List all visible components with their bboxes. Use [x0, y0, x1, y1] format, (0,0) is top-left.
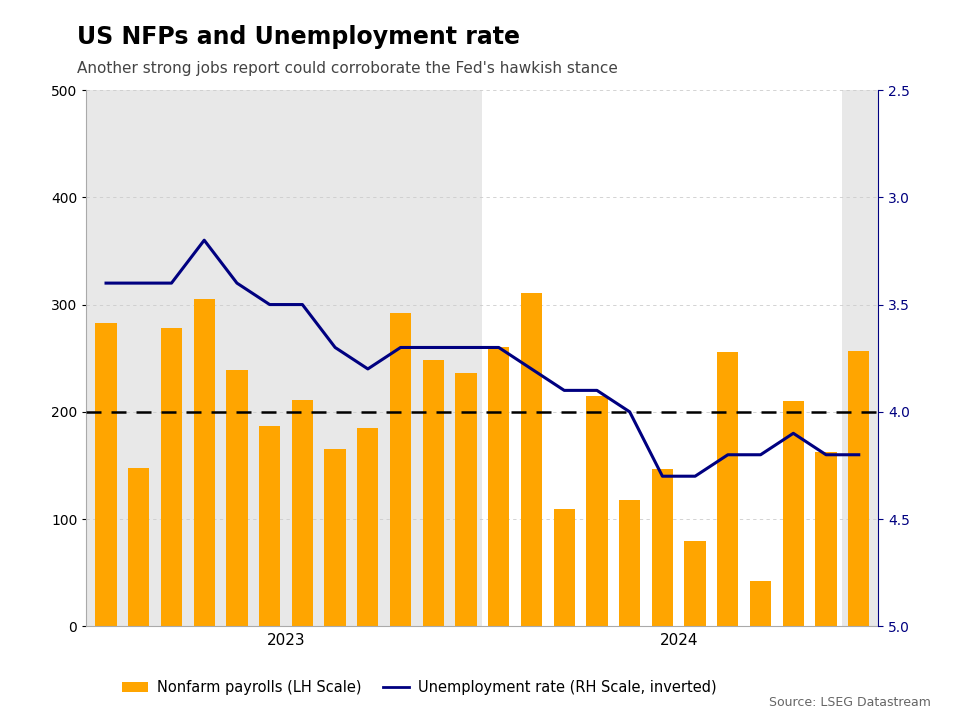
Bar	[717, 352, 738, 626]
Bar	[782, 401, 804, 626]
Bar	[587, 396, 608, 626]
Bar	[422, 360, 444, 626]
Bar	[554, 510, 575, 626]
Bar	[843, 90, 878, 626]
Bar	[324, 449, 346, 626]
Text: US NFPs and Unemployment rate: US NFPs and Unemployment rate	[77, 25, 519, 49]
Bar	[357, 428, 378, 626]
Bar	[521, 293, 542, 626]
Bar	[684, 541, 706, 626]
Bar	[161, 328, 182, 626]
Bar	[652, 469, 673, 626]
Bar	[227, 370, 248, 626]
Bar	[194, 300, 215, 626]
Bar	[815, 451, 837, 626]
Bar	[750, 581, 771, 626]
Bar	[619, 500, 640, 626]
Bar	[292, 400, 313, 626]
Bar	[128, 467, 150, 626]
Bar	[488, 348, 510, 626]
Legend: Nonfarm payrolls (LH Scale), Unemployment rate (RH Scale, inverted): Nonfarm payrolls (LH Scale), Unemploymen…	[116, 674, 722, 701]
Bar	[259, 426, 280, 626]
Bar	[86, 90, 482, 626]
Bar	[455, 373, 477, 626]
Bar	[848, 351, 870, 626]
Text: Another strong jobs report could corroborate the Fed's hawkish stance: Another strong jobs report could corrobo…	[77, 61, 617, 76]
Bar	[390, 313, 411, 626]
Text: Source: LSEG Datastream: Source: LSEG Datastream	[769, 696, 931, 709]
Bar	[95, 323, 117, 626]
